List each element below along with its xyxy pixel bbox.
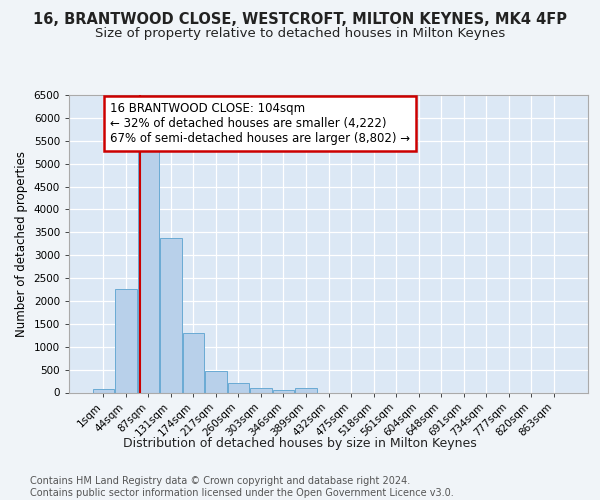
Bar bbox=[182, 333, 204, 392]
Bar bbox=[273, 390, 294, 392]
Text: Contains HM Land Registry data © Crown copyright and database right 2024.
Contai: Contains HM Land Registry data © Crown c… bbox=[30, 476, 454, 498]
Text: Distribution of detached houses by size in Milton Keynes: Distribution of detached houses by size … bbox=[123, 438, 477, 450]
Text: 16 BRANTWOOD CLOSE: 104sqm
← 32% of detached houses are smaller (4,222)
67% of s: 16 BRANTWOOD CLOSE: 104sqm ← 32% of deta… bbox=[110, 102, 410, 145]
Bar bbox=[250, 388, 272, 392]
Text: Size of property relative to detached houses in Milton Keynes: Size of property relative to detached ho… bbox=[95, 28, 505, 40]
Y-axis label: Number of detached properties: Number of detached properties bbox=[15, 151, 28, 337]
Bar bbox=[160, 238, 182, 392]
Bar bbox=[228, 383, 249, 392]
Bar bbox=[295, 388, 317, 392]
Bar bbox=[115, 288, 137, 393]
Bar bbox=[137, 144, 159, 392]
Bar bbox=[92, 389, 114, 392]
Text: 16, BRANTWOOD CLOSE, WESTCROFT, MILTON KEYNES, MK4 4FP: 16, BRANTWOOD CLOSE, WESTCROFT, MILTON K… bbox=[33, 12, 567, 28]
Bar bbox=[205, 371, 227, 392]
